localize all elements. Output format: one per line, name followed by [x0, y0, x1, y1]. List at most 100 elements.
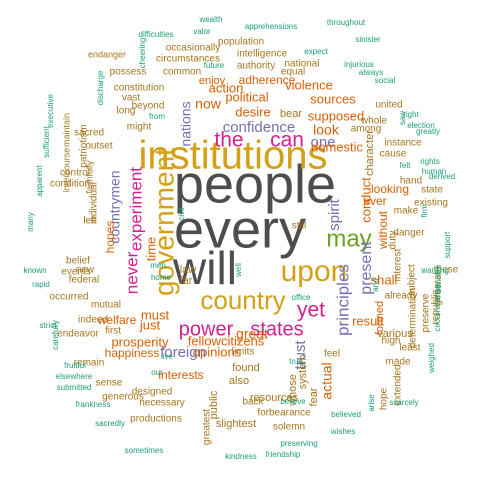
word-strict: strict	[40, 321, 58, 330]
word-will: will	[172, 242, 237, 294]
word-confidence: confidence	[223, 119, 296, 136]
word-solemn: solemn	[273, 422, 305, 433]
word-from: from	[149, 112, 165, 121]
word-occasionally: occasionally	[166, 43, 220, 54]
word-sacredly: sacredly	[95, 419, 125, 428]
word-interests: interests	[158, 368, 203, 382]
word-maintain: maintain	[61, 113, 71, 147]
word-greatly: greatly	[416, 127, 440, 136]
word-sinister: sinister	[355, 35, 381, 44]
word-equal: equal	[281, 67, 305, 78]
word-expect: expect	[304, 47, 328, 56]
word-enjoy: enjoy	[199, 75, 226, 87]
word-office: office	[292, 293, 312, 302]
word-executive: executive	[46, 94, 55, 128]
word-weighed: weighed	[427, 343, 436, 374]
word-nations: nations	[178, 101, 194, 146]
word-now: now	[195, 96, 222, 112]
word-individual: individual	[89, 182, 100, 224]
word-country: country	[200, 285, 285, 315]
word-carefully: carefully	[51, 320, 60, 350]
word-must: must	[141, 307, 170, 322]
word-the: the	[214, 129, 243, 152]
word-resources: resources	[250, 392, 299, 404]
word-endanger: endanger	[88, 49, 126, 59]
word-institutions: institutions	[139, 134, 328, 178]
word-existing: existing	[414, 198, 448, 209]
word-wishes: wishes	[330, 427, 355, 436]
word-live: live	[161, 352, 174, 361]
word-time: time	[143, 237, 158, 262]
word-system: system	[297, 355, 309, 390]
word-bear: bear	[280, 108, 302, 120]
word-whole: whole	[360, 116, 388, 127]
word-least: least	[399, 343, 420, 354]
word-every: every	[174, 199, 306, 259]
word-general: general	[433, 272, 444, 305]
word-principles: principles	[333, 264, 352, 336]
word-necessary: necessary	[139, 398, 185, 409]
word-feel: feel	[324, 349, 340, 360]
word-frankness: frankness	[76, 400, 111, 409]
word-sacred: sacred	[74, 128, 104, 139]
word-sometimes: sometimes	[125, 446, 164, 455]
word-mutual: mutual	[91, 300, 121, 311]
word-rights: rights	[420, 157, 440, 166]
word-valor: valor	[193, 27, 211, 36]
word-support: support	[443, 231, 452, 258]
word-still: still	[292, 221, 306, 232]
word-first: first	[105, 326, 121, 337]
word-foreign: foreign	[160, 344, 206, 361]
word-wealth: wealth	[198, 15, 222, 24]
word-republic: republic	[431, 289, 442, 324]
word-also: also	[229, 375, 249, 387]
word-well: well	[234, 263, 243, 278]
word-greatest: greatest	[202, 409, 213, 445]
word-intelligence: intelligence	[237, 49, 287, 60]
word-election: election	[407, 121, 435, 130]
word-spirit: spirit	[326, 198, 343, 231]
word-prosperity: prosperity	[111, 334, 169, 349]
word-civil: civil	[177, 207, 186, 221]
word-countrymen: countrymen	[107, 170, 123, 243]
word-fruitful: fruitful	[64, 361, 86, 370]
word-vast: vast	[122, 93, 141, 104]
word-our: our	[151, 368, 163, 377]
word-one: one	[310, 134, 335, 151]
word-friendship: friendship	[266, 450, 301, 459]
word-government: government	[148, 148, 179, 296]
word-derived: derived	[429, 172, 455, 181]
word-far: far	[180, 275, 193, 287]
word-events: events	[61, 267, 90, 278]
word-elsewhere: elsewhere	[56, 372, 93, 381]
word-slightest: slightest	[216, 418, 256, 430]
word-upon: upon	[281, 255, 348, 288]
word-outset: outset	[85, 141, 112, 152]
word-authority: authority	[237, 61, 275, 72]
word-endeavor: endeavor	[57, 329, 99, 340]
word-known: known	[23, 266, 46, 275]
word-domestic: domestic	[311, 139, 364, 154]
word-might: might	[127, 122, 152, 133]
word-possess: possess	[110, 67, 147, 78]
word-ever: ever	[363, 194, 386, 208]
word-opinions: opinions	[193, 344, 242, 359]
word-look: look	[313, 122, 340, 138]
word-various: various	[377, 328, 413, 340]
word-violence: violence	[285, 77, 333, 92]
word-patriotism: patriotism	[79, 124, 90, 167]
word-limits: limits	[232, 347, 255, 358]
word-occurred: occurred	[50, 292, 89, 303]
word-new: new	[76, 265, 95, 276]
word-experiment: experiment	[126, 167, 145, 251]
word-difficulties: difficulties	[139, 30, 174, 39]
word-hope: hope	[379, 387, 390, 410]
word-cheering: cheering	[138, 38, 147, 69]
word-shall: shall	[371, 272, 398, 287]
word-make: make	[394, 206, 419, 217]
word-without: without	[376, 210, 390, 250]
word-conduct: conduct	[358, 177, 373, 223]
word-beyond: beyond	[132, 101, 165, 112]
word-back: back	[242, 397, 264, 408]
word-saw: saw	[398, 111, 407, 125]
